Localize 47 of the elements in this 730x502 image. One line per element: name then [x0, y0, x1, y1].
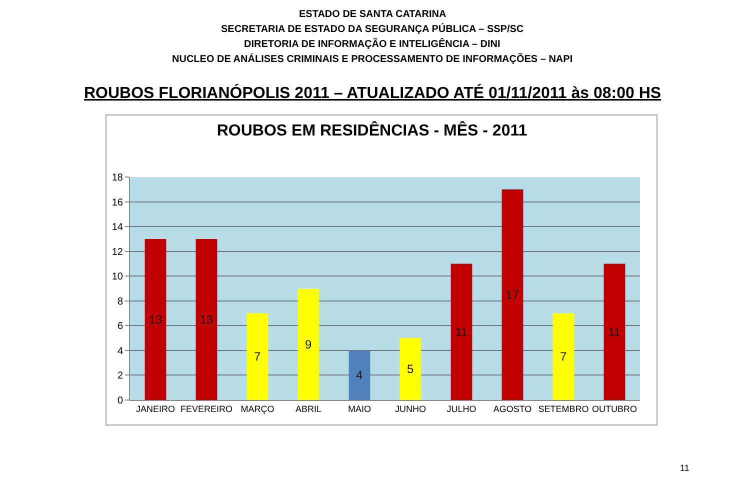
data-label: 17	[506, 288, 520, 302]
y-tick-label: 6	[117, 321, 124, 332]
bar	[604, 264, 626, 400]
bar	[298, 288, 320, 400]
y-tick-label: 14	[112, 222, 124, 234]
bar	[196, 238, 218, 400]
y-tick-label: 4	[117, 346, 124, 357]
x-tick-label: AGOSTO	[493, 404, 532, 414]
x-tick-label: SETEMBRO	[538, 404, 589, 414]
data-label: 11	[608, 324, 621, 339]
bar	[450, 264, 472, 400]
bar	[246, 313, 268, 400]
data-label: 7	[254, 350, 261, 364]
x-tick-label: FEVEREIRO	[180, 404, 233, 414]
x-tick-label: JULHO	[446, 404, 476, 414]
data-label: 4	[356, 368, 363, 382]
text: ROUBOS FLORIANÓPOLIS 2011 – ATUALIZADO ATÉ 01/11/2011 às 08:00 HS	[84, 83, 662, 102]
data-label: 5	[407, 362, 414, 376]
chart-title: ROUBOS EM RESIDÊNCIAS - MÊS - 2011	[216, 120, 528, 140]
x-tick-label: MAIO	[348, 404, 372, 414]
text: DIRETORIA DE INFORMAÇÃO E INTELIGÊNCIA – DINI	[244, 38, 501, 50]
data-label: 13	[148, 312, 162, 326]
bar	[552, 313, 574, 400]
text: NUCLEO DE ANÁLISES CRIMINAIS E PROCESSAMENTO DE INFORMAÇÕES – NAPI	[172, 53, 573, 65]
text: SECRETARIA DE ESTADO DA SEGURANÇA PÚBLICA – SSP/SC	[221, 23, 524, 35]
y-tick-label: 18	[112, 172, 124, 184]
x-tick-label: MARÇO	[240, 404, 274, 414]
x-tick-label: JANEIRO	[136, 404, 176, 414]
y-tick-label: 12	[112, 246, 124, 258]
y-tick-label: 16	[112, 197, 124, 208]
y-tick-label: 8	[117, 296, 124, 308]
data-label: 7	[560, 350, 567, 364]
bar	[348, 350, 370, 400]
x-tick-label: OUTUBRO	[592, 404, 637, 414]
text: ESTADO DE SANTA CATARINA	[299, 9, 446, 20]
bar	[400, 338, 422, 400]
data-label: 9	[305, 337, 312, 352]
x-tick-label: JUNHO	[395, 404, 426, 414]
x-tick-label: ABRIL	[295, 404, 322, 414]
bar	[144, 238, 166, 400]
y-tick-label: 0	[117, 396, 124, 406]
bar	[502, 189, 524, 400]
y-tick-label: 2	[117, 370, 124, 382]
data-label: 13	[200, 312, 214, 326]
data-label: 11	[455, 324, 468, 339]
text: 11	[680, 463, 690, 473]
y-tick-label: 10	[112, 272, 124, 283]
